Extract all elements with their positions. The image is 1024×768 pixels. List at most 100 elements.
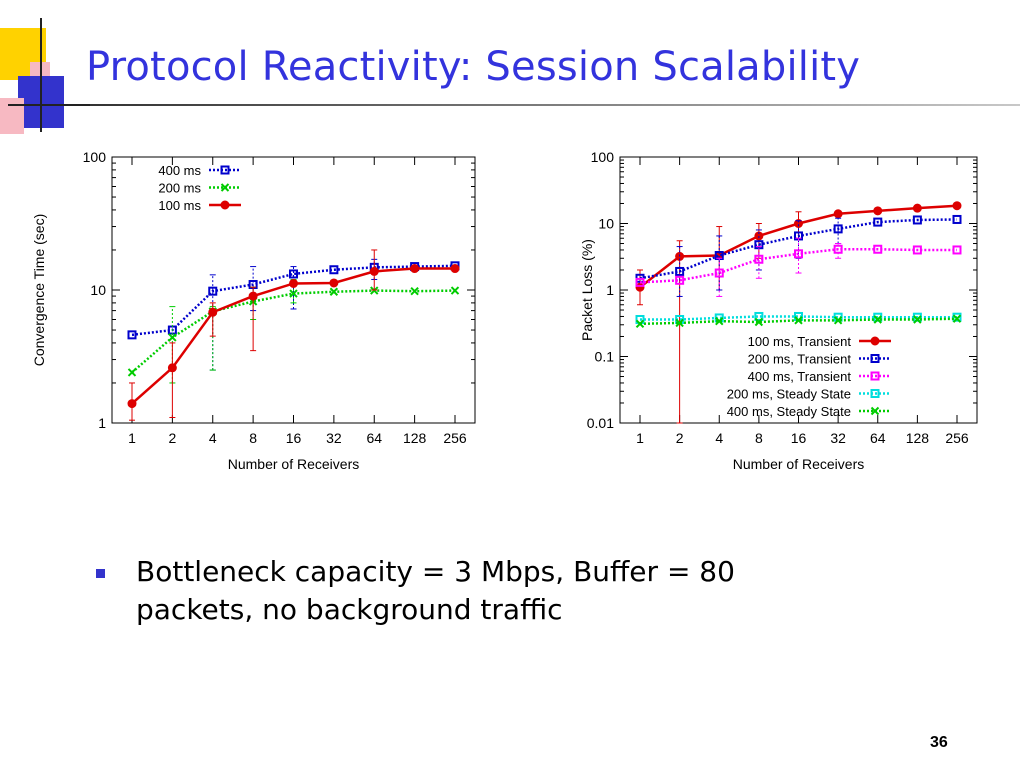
series-100-ms (127, 249, 460, 421)
data-point (912, 203, 922, 213)
data-point (248, 291, 258, 301)
x-tick-label: 64 (366, 430, 382, 446)
data-point (369, 266, 379, 276)
legend-marker (870, 354, 880, 363)
legend-marker (870, 406, 880, 416)
y-tick-label: 1 (98, 415, 106, 431)
title-underline-fade (90, 104, 1020, 106)
x-tick-label: 64 (870, 430, 886, 446)
legend-marker (870, 336, 880, 346)
data-point (754, 311, 764, 321)
bullet-row: Bottleneck capacity = 3 Mbps, Buffer = 8… (96, 553, 976, 629)
data-point (208, 307, 218, 317)
data-point (675, 266, 685, 276)
x-axis-label: Number of Receivers (733, 456, 865, 472)
convergence-time-chart: 1 10 100 1 2 4 8 16 32 64 128 256 Number of Receiver… (31, 149, 476, 472)
y-tick-label: 0.01 (587, 415, 614, 431)
data-point (873, 217, 883, 227)
data-point (833, 224, 843, 234)
slide-title: Protocol Reactivity: Session Scalability (86, 44, 861, 90)
data-point (289, 269, 298, 279)
data-point (952, 312, 962, 322)
x-tick-label: 8 (249, 430, 257, 446)
legend-label: 200 ms (158, 181, 201, 196)
y-tick-label: 10 (598, 216, 614, 232)
legend-label: 400 ms, Steady State (727, 404, 851, 419)
legend-marker (220, 165, 230, 175)
x-tick-label: 256 (443, 430, 467, 446)
x-tick-label: 1 (128, 430, 136, 446)
legend-marker (870, 389, 880, 398)
data-point (329, 287, 339, 296)
data-point (754, 317, 764, 327)
data-point (450, 286, 460, 295)
x-tick-label: 8 (755, 430, 763, 446)
packet-loss-chart: 0.01 0.1 1 10 100 1 2 4 8 16 32 64 128 256 Number of R… (579, 149, 978, 472)
y-tick-label: 10 (90, 282, 106, 298)
data-point (127, 368, 137, 377)
x-tick-label: 32 (326, 430, 342, 446)
data-point (952, 214, 962, 224)
series-line (640, 315, 957, 321)
data-point (952, 245, 962, 255)
data-point (754, 231, 764, 241)
legend-label: 200 ms, Steady State (727, 387, 851, 402)
x-tick-label: 128 (906, 430, 930, 446)
data-point (450, 264, 460, 274)
y-axis-label: Packet Loss (%) (579, 239, 595, 341)
data-point (289, 289, 298, 298)
data-point (289, 278, 298, 288)
series-400-ms-steady-state (635, 314, 962, 329)
square-bullet-icon (96, 569, 105, 578)
x-axis-label: Number of Receivers (228, 456, 360, 472)
data-point (794, 249, 803, 259)
y-tick-label: 0.1 (595, 349, 615, 365)
legend-marker (870, 371, 880, 381)
x-tick-label: 256 (945, 430, 969, 446)
data-point (952, 314, 962, 323)
data-point (410, 286, 419, 296)
data-point (127, 330, 137, 340)
x-tick-label: 16 (286, 430, 302, 446)
x-tick-label: 1 (636, 430, 644, 446)
legend-marker (220, 200, 230, 210)
data-point (168, 333, 177, 342)
x-tick-label: 2 (676, 430, 684, 446)
legend-label: 200 ms, Transient (748, 352, 852, 367)
legend: 400 ms 200 ms 100 ms (158, 163, 241, 213)
x-tick-label: 2 (168, 430, 176, 446)
legend-label: 400 ms, Transient (748, 369, 852, 384)
data-point (370, 286, 379, 295)
data-point (329, 265, 339, 275)
y-tick-label: 100 (83, 149, 107, 165)
data-point (635, 319, 645, 329)
data-point (754, 254, 764, 264)
data-point (873, 206, 883, 216)
data-point (714, 268, 724, 278)
data-point (675, 318, 684, 328)
x-tick-label: 4 (715, 430, 723, 446)
data-point (952, 201, 962, 211)
data-point (913, 315, 922, 324)
series-400-ms-transient (635, 237, 962, 297)
page-number: 36 (930, 734, 948, 751)
data-point (912, 245, 922, 255)
series-400-ms (127, 258, 460, 371)
data-point (754, 240, 764, 250)
data-point (635, 277, 645, 287)
legend-label: 100 ms (158, 198, 201, 213)
data-point (912, 215, 922, 225)
data-point (794, 219, 803, 228)
data-point (167, 363, 177, 373)
data-point (410, 264, 420, 274)
bullet-text: Bottleneck capacity = 3 Mbps, Buffer = 8… (136, 555, 735, 626)
y-tick-label: 100 (591, 149, 615, 165)
data-point (127, 399, 137, 409)
x-tick-label: 32 (830, 430, 846, 446)
data-point (329, 278, 339, 288)
data-point (208, 286, 218, 296)
legend: 100 ms, Transient 200 ms, Transient 400 ms… (727, 334, 891, 419)
series-line (639, 247, 957, 284)
data-point (873, 244, 883, 254)
data-point (715, 316, 724, 326)
